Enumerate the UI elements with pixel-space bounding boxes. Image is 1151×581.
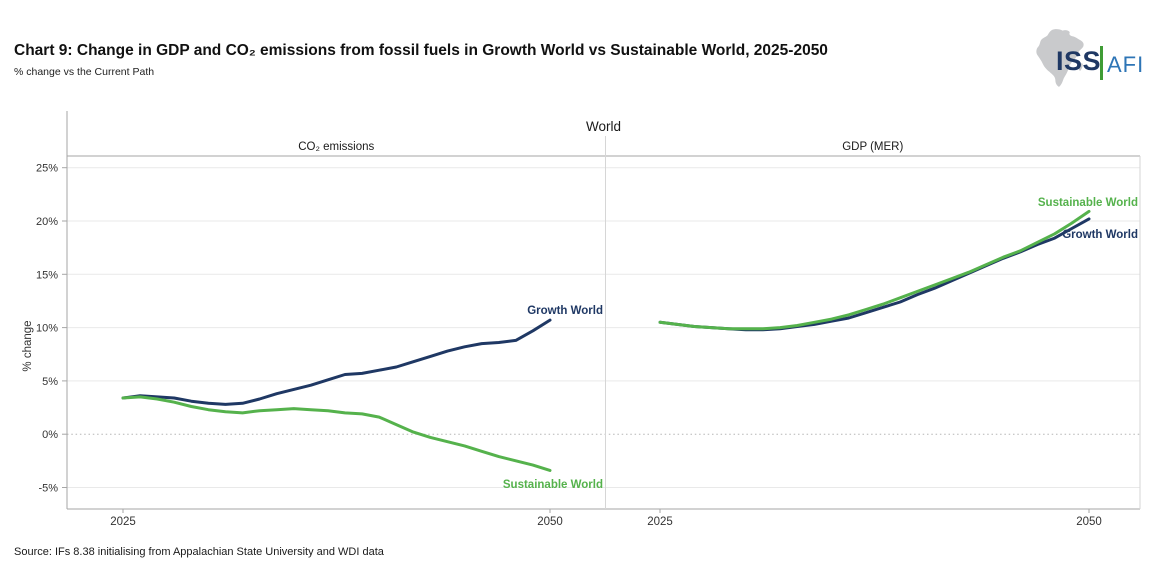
africa-map-icon <box>1036 29 1084 87</box>
series-label-growth-world: Growth World <box>527 305 603 317</box>
series-line-growth-world <box>121 318 552 406</box>
facet-title-co₂-emissions: CO₂ emissions <box>298 141 374 153</box>
series-line-sustainable-world <box>658 209 1091 331</box>
logo-divider-bar <box>1100 46 1103 80</box>
chart-suptitle: World <box>586 119 621 134</box>
logo-iss-text: ISS <box>1056 46 1102 76</box>
africa-silhouette-shape <box>1036 29 1084 87</box>
series-line-growth-world <box>658 217 1091 332</box>
x-tick-label: 2050 <box>1076 516 1102 528</box>
y-tick-label: -5% <box>38 483 58 495</box>
x-tick-label: 2025 <box>647 516 673 528</box>
series-label-growth-world: Growth World <box>1062 229 1138 241</box>
series-line-sustainable-world <box>121 395 552 472</box>
y-tick-label: 10% <box>36 323 58 335</box>
chart-title: Chart 9: Change in GDP and CO₂ emissions… <box>14 42 828 59</box>
iss-afi-logo: ISS AFI <box>1030 20 1148 92</box>
logo-afi-text: AFI <box>1107 52 1145 77</box>
series-label-sustainable-world: Sustainable World <box>503 479 603 491</box>
y-axis-title: % change <box>22 320 34 371</box>
y-tick-label: 5% <box>42 376 58 388</box>
y-tick-label: 0% <box>42 429 58 441</box>
y-tick-label: 15% <box>36 269 58 281</box>
x-tick-label: 2050 <box>537 516 563 528</box>
y-tick-label: 20% <box>36 216 58 228</box>
x-tick-label: 2025 <box>110 516 136 528</box>
facet-title-gdp-(mer): GDP (MER) <box>842 141 903 153</box>
madagascar-shape <box>1078 63 1083 71</box>
series-label-sustainable-world: Sustainable World <box>1038 197 1138 209</box>
y-tick-label: 25% <box>36 163 58 175</box>
chart-subtitle: % change vs the Current Path <box>14 66 155 78</box>
source-note: Source: IFs 8.38 initialising from Appal… <box>14 546 384 558</box>
